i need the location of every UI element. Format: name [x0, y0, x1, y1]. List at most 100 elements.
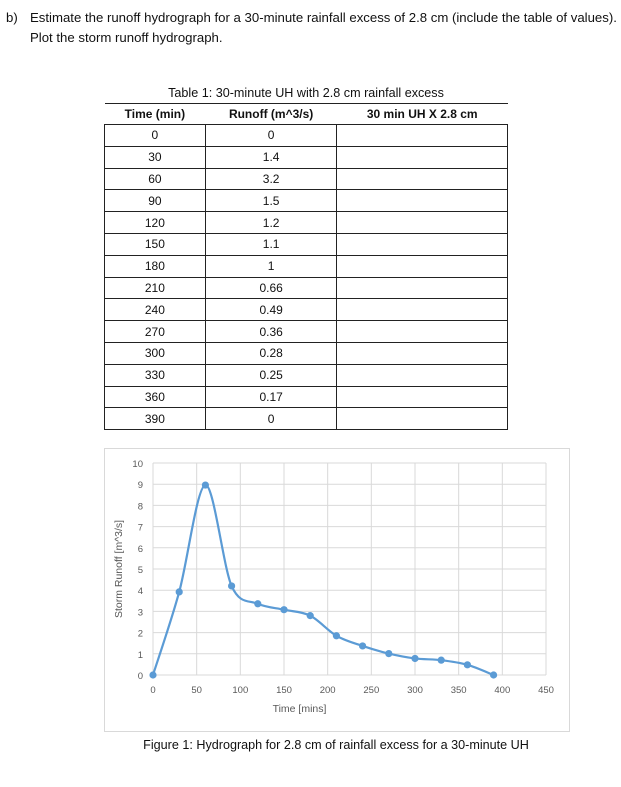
- uh-table: Time (min) Runoff (m^3/s) 30 min UH X 2.…: [104, 103, 508, 431]
- cell-runoff: 0: [204, 407, 338, 431]
- cell-runoff: 1.1: [204, 232, 338, 256]
- y-tick-label: 8: [138, 501, 143, 512]
- table-row: 120 1.2: [104, 211, 508, 234]
- table-row: 180 1: [104, 254, 508, 278]
- question-text: Estimate the runoff hydrograph for a 30-…: [30, 10, 617, 45]
- cell-time: 150: [104, 232, 206, 256]
- x-tick-label: 0: [150, 685, 155, 696]
- cell-uh-times[interactable]: [336, 124, 508, 147]
- cell-uh-times[interactable]: [336, 167, 508, 191]
- data-point-marker: [280, 606, 288, 614]
- data-point-marker: [306, 612, 314, 620]
- x-tick-label: 300: [407, 685, 423, 696]
- data-point-marker: [254, 600, 262, 608]
- cell-uh-times[interactable]: [336, 320, 508, 343]
- x-tick-label: 100: [232, 685, 248, 696]
- data-point-marker: [411, 654, 419, 663]
- cell-uh-times[interactable]: [336, 232, 508, 256]
- cell-time: 30: [104, 145, 206, 169]
- cell-uh-times[interactable]: [336, 145, 508, 169]
- x-tick-label: 50: [191, 685, 202, 696]
- question-label: b): [6, 10, 18, 25]
- header-uh-times: 30 min UH X 2.8 cm: [336, 103, 508, 125]
- data-point-marker: [201, 481, 209, 489]
- cell-time: 390: [104, 407, 206, 431]
- cell-runoff: 1.5: [204, 189, 338, 213]
- cell-uh-times[interactable]: [336, 385, 508, 409]
- figure-caption: Figure 1: Hydrograph for 2.8 cm of rainf…: [143, 738, 529, 752]
- table-row: 330 0.25: [104, 363, 508, 387]
- cell-runoff: 0.36: [204, 320, 338, 343]
- data-point-marker: [437, 656, 445, 664]
- cell-runoff: 0.28: [204, 341, 338, 365]
- cell-time: 240: [104, 298, 206, 322]
- data-point-marker: [359, 642, 367, 650]
- cell-uh-times[interactable]: [336, 189, 508, 213]
- table-caption: Table 1: 30-minute UH with 2.8 cm rainfa…: [168, 86, 444, 100]
- runoff-line: [151, 483, 495, 677]
- cell-runoff: 0.17: [204, 385, 338, 409]
- y-tick-label: 7: [138, 523, 143, 534]
- cell-time: 90: [104, 189, 206, 213]
- y-tick-label: 5: [138, 565, 143, 576]
- x-tick-label: 350: [451, 685, 467, 696]
- cell-uh-times[interactable]: [336, 341, 508, 365]
- x-tick-label: 400: [494, 685, 510, 696]
- cell-runoff: 0.66: [204, 276, 338, 300]
- y-tick-label: 3: [138, 607, 143, 618]
- cell-time: 120: [104, 211, 206, 234]
- cell-uh-times[interactable]: [336, 407, 508, 431]
- cell-uh-times[interactable]: [336, 276, 508, 300]
- y-tick-label: 10: [132, 459, 143, 470]
- header-runoff: Runoff (m^3/s): [205, 103, 337, 125]
- data-point-marker: [490, 671, 498, 679]
- cell-time: 270: [104, 320, 206, 343]
- y-tick-label: 2: [138, 629, 143, 640]
- cell-runoff: 3.2: [204, 167, 338, 191]
- x-axis-label: Time [mins]: [273, 703, 327, 715]
- data-point-marker: [463, 661, 471, 669]
- cell-runoff: 1.4: [204, 145, 338, 169]
- data-point-marker: [175, 588, 183, 596]
- cell-time: 360: [104, 385, 206, 409]
- cell-runoff: 1: [204, 254, 338, 278]
- x-tick-label: 150: [276, 685, 292, 696]
- cell-runoff: 1.2: [204, 211, 338, 234]
- y-tick-label: 1: [138, 650, 143, 661]
- cell-time: 210: [104, 276, 206, 300]
- y-tick-label: 9: [138, 480, 143, 491]
- cell-uh-times[interactable]: [336, 254, 508, 278]
- table-row: 300 0.28: [104, 341, 508, 365]
- cell-runoff: 0.49: [204, 298, 338, 322]
- cell-time: 180: [104, 254, 206, 278]
- table-row: 390 0: [104, 407, 508, 431]
- cell-time: 60: [104, 167, 206, 191]
- table-row: 60 3.2: [104, 167, 508, 191]
- y-tick-label: 0: [138, 671, 143, 682]
- cell-uh-times[interactable]: [336, 211, 508, 234]
- table-row: 90 1.5: [104, 189, 508, 213]
- data-point-marker: [332, 632, 340, 640]
- x-tick-label: 200: [320, 685, 336, 696]
- cell-time: 0: [104, 124, 206, 147]
- cell-time: 300: [104, 341, 206, 365]
- cell-uh-times[interactable]: [336, 363, 508, 387]
- x-tick-label: 450: [538, 685, 554, 696]
- table-header-row: Time (min) Runoff (m^3/s) 30 min UH X 2.…: [104, 103, 508, 125]
- x-tick-label: 250: [363, 685, 379, 696]
- table-row: 210 0.66: [104, 276, 508, 300]
- table-row: 360 0.17: [104, 385, 508, 409]
- cell-uh-times[interactable]: [336, 298, 508, 322]
- data-point-marker: [228, 582, 236, 590]
- hydrograph-chart: 0 1 2 3 4 5 6 7 8 9 10 0 50 100 150 200 250 300 350 400 450 T…: [104, 448, 570, 732]
- y-tick-label: 4: [138, 586, 143, 597]
- cell-runoff: 0.25: [204, 363, 338, 387]
- data-point-marker: [149, 671, 157, 679]
- table-row: 150 1.1: [104, 232, 508, 256]
- table-row: 240 0.49: [104, 298, 508, 322]
- table-row: 270 0.36: [104, 320, 508, 343]
- header-time: Time (min): [104, 103, 206, 125]
- table-row: 30 1.4: [104, 145, 508, 169]
